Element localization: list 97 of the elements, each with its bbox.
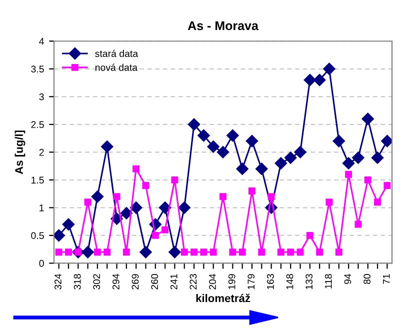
point — [198, 129, 210, 142]
y-tick-label: 0 — [39, 260, 44, 267]
x-tick-label: 148 — [286, 274, 294, 290]
point — [294, 146, 306, 158]
point — [122, 248, 130, 256]
x-tick-label: 133 — [306, 274, 313, 290]
point — [296, 248, 304, 256]
point — [65, 248, 72, 256]
point — [246, 134, 258, 148]
point — [226, 129, 239, 142]
x-tick-label: 179 — [248, 274, 255, 290]
point — [210, 248, 217, 256]
x-tick-label: 324 — [54, 274, 62, 290]
point — [316, 248, 324, 256]
point — [354, 220, 362, 228]
legend-label: nová data — [95, 64, 138, 71]
point — [82, 246, 94, 258]
point — [120, 207, 133, 220]
point — [84, 198, 92, 206]
point — [94, 248, 101, 256]
point — [381, 134, 392, 148]
x-tick-label: 241 — [170, 274, 178, 290]
point — [362, 112, 374, 125]
point — [142, 182, 150, 189]
y-tick-label: 1 — [40, 204, 44, 212]
point — [54, 229, 65, 242]
point — [229, 248, 236, 256]
x-tick-label: 199 — [228, 274, 236, 290]
y-tick-label: 2 — [39, 148, 44, 156]
point — [352, 152, 364, 164]
legend-label: stará data — [95, 50, 138, 58]
point — [158, 202, 172, 214]
point — [220, 193, 226, 200]
point — [374, 198, 381, 206]
point — [236, 162, 248, 175]
point — [274, 157, 288, 170]
y-tick-label: 2.5 — [31, 121, 44, 128]
point — [91, 190, 104, 203]
x-tick-label: 163 — [267, 274, 274, 290]
point — [326, 198, 333, 206]
point — [306, 232, 314, 239]
point — [248, 188, 256, 194]
y-tick-label: 1.5 — [32, 176, 44, 184]
point — [207, 140, 220, 153]
x-tick-label: 260 — [151, 274, 158, 290]
x-tick-label: 204 — [209, 274, 216, 290]
point — [371, 152, 384, 164]
point — [101, 140, 114, 153]
x-tick-label: 223 — [190, 274, 197, 290]
point — [132, 165, 140, 172]
x-tick-label: 269 — [132, 274, 139, 290]
x-tick-label: 294 — [112, 274, 120, 290]
point — [258, 248, 266, 256]
point — [345, 170, 352, 178]
point — [130, 202, 142, 214]
chart-title: As - Morava — [188, 21, 259, 30]
point — [200, 248, 208, 256]
point — [152, 232, 159, 239]
point — [342, 157, 355, 170]
point — [335, 248, 342, 256]
y-tick-label: 0.5 — [31, 232, 44, 240]
point — [268, 193, 275, 200]
x-axis-title: kilometráž — [196, 294, 250, 302]
point — [313, 74, 326, 86]
y-tick-label: 4 — [39, 38, 44, 45]
point — [364, 176, 372, 184]
point — [104, 248, 111, 256]
x-tick-label: 302 — [93, 274, 100, 290]
point — [113, 193, 120, 200]
point — [277, 248, 284, 256]
x-tick-label: 118 — [324, 274, 332, 288]
x-tick-label: 71 — [382, 274, 390, 284]
x-tick-label: 94 — [344, 274, 352, 284]
point — [332, 134, 345, 148]
point — [304, 74, 316, 86]
x-tick-label: 80 — [364, 274, 370, 284]
y-tick-label: 3 — [39, 93, 44, 100]
point — [256, 162, 268, 175]
point — [238, 248, 246, 256]
point — [55, 248, 62, 256]
point — [171, 176, 178, 184]
point — [384, 182, 391, 189]
point — [168, 246, 181, 258]
point — [190, 248, 198, 256]
point — [180, 248, 188, 256]
x-tick-label: 318 — [74, 274, 81, 290]
point — [178, 202, 190, 214]
y-tick-label: 3.5 — [31, 66, 44, 73]
point — [140, 246, 152, 258]
point — [162, 226, 169, 234]
point — [188, 118, 200, 130]
point — [284, 152, 297, 164]
y-axis-title: As [ug/l] — [14, 130, 26, 174]
point — [323, 62, 336, 75]
point — [216, 146, 230, 158]
point — [62, 218, 75, 230]
point — [287, 248, 294, 256]
